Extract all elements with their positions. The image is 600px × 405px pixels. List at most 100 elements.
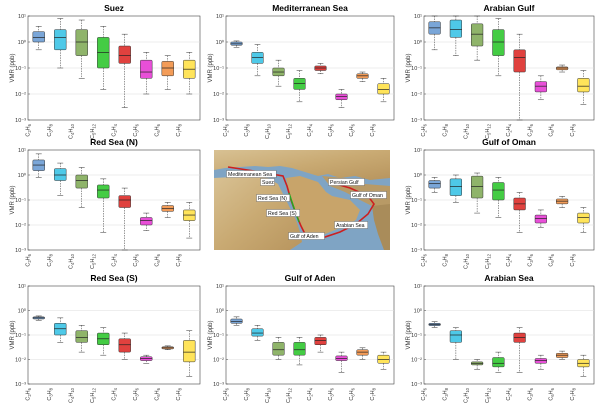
box-C4H10 [272,337,285,360]
x-tick-label: C4H10 [68,253,75,269]
box-C4H10 [75,325,88,353]
box-C3H8 [449,15,462,56]
y-axis-label: VMR (ppb) [406,185,412,214]
x-tick-label: C7H8 [176,253,183,266]
box-iqr [97,184,110,199]
box-iqr [449,178,462,196]
box-C7H8 [183,330,196,377]
box-C7H8 [183,202,196,239]
box-iqr [492,357,505,368]
panel-title: Red Sea (S) [90,273,137,283]
ship-route-segment [288,192,300,223]
x-tick-label: C4H10 [464,253,471,269]
box-iqr [314,337,327,345]
box-C4H10 [75,19,88,79]
x-tick-label: C3H6 [527,253,534,266]
y-tick-label: 10⁰ [414,39,423,46]
y-tick-label: 10⁻² [213,92,224,98]
box-iqr [118,195,131,208]
box-iqr [54,168,67,181]
y-tick-label: 10⁻³ [411,118,422,124]
x-tick-label: C3H6 [133,387,140,400]
x-tick-label: C6H6 [154,253,161,266]
y-tick-label: 10¹ [18,284,26,290]
y-axis-label: VMR (ppb) [406,320,412,349]
y-tick-label: 10⁻² [15,223,26,229]
y-tick-label: 10⁻³ [15,382,26,388]
y-tick-label: 10⁰ [18,172,27,179]
box-C3H6 [140,354,153,364]
y-tick-label: 10⁻² [15,92,26,98]
box-C3H8 [251,44,264,77]
box-C2H6 [32,153,45,178]
x-tick-label: C2H6 [421,253,428,266]
box-iqr [492,29,505,56]
x-tick-label: C5H12 [90,253,97,269]
map-label: Arabian Sea [336,223,365,229]
box-C4H10 [75,167,88,208]
y-axis-label: VMR (ppb) [10,185,16,214]
box-iqr [118,338,131,353]
box-iqr [251,328,264,337]
map-label-box [328,178,365,186]
box-C5H12 [492,351,505,373]
y-tick-label: 10⁻³ [411,248,422,254]
y-tick-label: 10⁻² [15,358,26,364]
map-land-india [372,204,390,250]
boxplot-panel: 10¹ 10⁰ 10⁻¹ 10⁻² 10⁻³ VMR (ppb) Suez C2H6 C3H8 C… [10,3,201,139]
y-axis-label: VMR (ppb) [406,53,412,82]
y-tick-label: 10⁻¹ [15,198,26,204]
x-tick-label: C3H8 [442,253,449,266]
box-iqr [449,330,462,343]
y-tick-label: 10⁻³ [213,118,224,124]
box-iqr [75,29,88,56]
box-C7H8 [183,52,196,95]
y-tick-label: 10⁰ [216,39,225,46]
x-tick-label: C2H6 [25,387,32,400]
box-C4H10 [471,172,484,214]
y-tick-label: 10⁻¹ [213,66,224,72]
x-tick-label: C3H8 [47,253,54,266]
x-tick-label: C5H12 [485,123,492,139]
y-tick-label: 10¹ [414,14,422,20]
y-tick-label: 10⁰ [18,308,27,315]
x-tick-label: C7H8 [176,387,183,400]
x-tick-label: C3H8 [442,123,449,136]
box-C2H4 [118,33,131,108]
box-iqr [377,83,390,95]
map-label-box [256,194,290,202]
box-C7H8 [577,207,590,233]
x-tick-label: C2H4 [506,387,513,400]
box-C5H12 [97,26,110,90]
box-C2H6 [230,316,243,326]
x-tick-label: C4H10 [265,387,272,403]
box-C2H6 [32,26,45,51]
box-C4H10 [471,15,484,61]
box-C5H12 [97,178,110,233]
map-label-box [350,191,387,199]
y-tick-label: 10⁻¹ [213,333,224,339]
box-iqr [492,182,505,201]
y-axis-label: VMR (ppb) [208,53,214,82]
box-C2H4 [118,187,131,251]
box-C6H6 [356,71,369,82]
box-iqr [335,93,348,101]
x-tick-label: C5H12 [485,253,492,269]
x-tick-label: C3H6 [328,387,335,400]
box-C3H8 [54,162,67,196]
box-C3H6 [534,209,547,228]
box-iqr [513,49,526,73]
box-iqr [161,61,174,77]
box-iqr [272,342,285,356]
box-C2H4 [513,33,526,121]
box-C7H8 [377,351,390,370]
box-C5H12 [492,18,505,77]
x-tick-label: C5H12 [485,387,492,403]
map-label: Red Sea (S) [268,211,297,217]
box-iqr [428,180,441,189]
y-tick-label: 10⁻³ [411,382,422,388]
y-tick-label: 10⁻² [213,358,224,364]
box-C6H6 [161,202,174,218]
box-iqr [140,59,153,79]
x-tick-label: C2H4 [111,387,118,400]
